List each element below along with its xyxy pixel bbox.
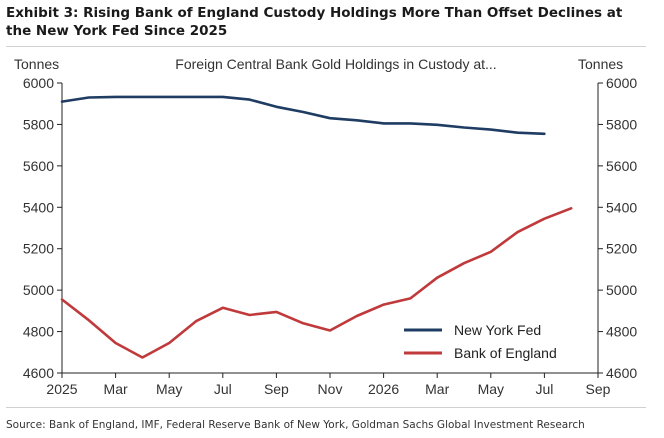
exhibit-title: Exhibit 3: Rising Bank of England Custod…: [6, 5, 623, 39]
y-tick-label-right: 5400: [606, 199, 637, 215]
y-tick-label-right: 4600: [606, 365, 637, 381]
legend: New York Fed Bank of England: [404, 322, 557, 361]
x-tick-label: 2025: [46, 381, 77, 397]
y-tick-label-right: 6000: [606, 75, 637, 91]
y-tick-label-right: 5600: [606, 158, 637, 174]
y-tick-label-left: 6000: [23, 75, 54, 91]
y-tick-label-left: 5200: [23, 241, 54, 257]
y-tick-label-left: 5800: [23, 116, 54, 132]
y-tick-label-right: 5000: [606, 282, 637, 298]
y-tick-label-right: 4800: [606, 324, 637, 340]
new-york-fed-line: [60, 95, 546, 136]
x-tick-label: Jul: [214, 381, 232, 397]
x-tick-label: Sep: [586, 381, 611, 397]
x-tick-label: Mar: [425, 381, 449, 397]
x-tick-label: Nov: [318, 381, 343, 397]
chart-title: Foreign Central Bank Gold Holdings in Cu…: [175, 56, 496, 72]
x-tick-label: Mar: [104, 381, 128, 397]
y-tick-label-right: 5800: [606, 116, 637, 132]
y-tick-label-left: 4800: [23, 324, 54, 340]
x-tick-label: Jul: [535, 381, 553, 397]
y-tick-label-left: 5000: [23, 282, 54, 298]
line-chart: Foreign Central Bank Gold Holdings in Cu…: [14, 56, 637, 397]
y-tick-label-left: 5600: [23, 158, 54, 174]
x-tick-label: Sep: [264, 381, 289, 397]
y-tick-label-left: 5400: [23, 199, 54, 215]
legend-label-bank-of-england: Bank of England: [454, 345, 557, 361]
y-tick-label-left: 4600: [23, 365, 54, 381]
y-tick-label-right: 5200: [606, 241, 637, 257]
y-axis-left-label: Tonnes: [14, 56, 59, 72]
y-axis-right-label: Tonnes: [578, 56, 623, 72]
source-note: Source: Bank of England, IMF, Federal Re…: [6, 419, 585, 431]
legend-label-new-york-fed: New York Fed: [454, 322, 541, 338]
chart-panel: Foreign Central Bank Gold Holdings in Cu…: [6, 46, 646, 408]
x-tick-label: May: [478, 381, 504, 397]
bank-of-england-line: [60, 207, 573, 359]
x-tick-label: 2026: [368, 381, 399, 397]
x-tick-label: May: [156, 381, 182, 397]
